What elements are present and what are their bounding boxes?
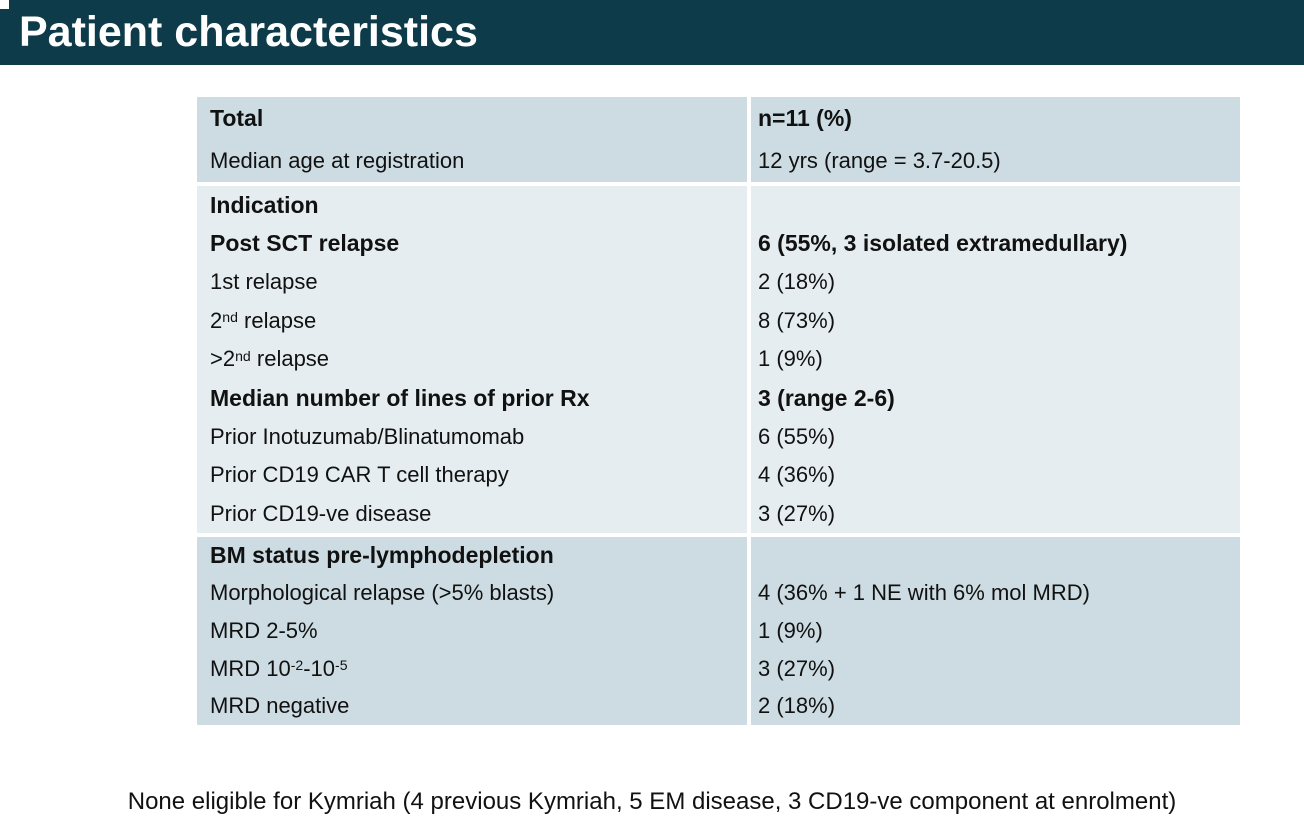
table-row: Indication xyxy=(197,186,1240,225)
row-value: 12 yrs (range = 3.7-20.5) xyxy=(758,147,1001,173)
table-row: MRD negative 2 (18%) xyxy=(197,687,1240,725)
corner-notch xyxy=(0,0,9,9)
row-label: Median number of lines of prior Rx xyxy=(210,384,590,411)
table-row: 2nd relapse 8 (73%) xyxy=(197,302,1240,341)
page-title: Patient characteristics xyxy=(19,8,478,56)
characteristics-table: Total n=11 (%) Median age at registration 1… xyxy=(197,97,1240,725)
table-row: Morphological relapse (>5% blasts) 4 (36%… xyxy=(197,575,1240,613)
row-label: Total xyxy=(210,104,264,131)
row-value: 3 (27%) xyxy=(758,655,836,681)
table-row: Median number of lines of prior Rx 3 (ran… xyxy=(197,379,1240,418)
row-label: Prior Inotuzumab/Blinatumomab xyxy=(210,423,525,449)
table-row: Prior Inotuzumab/Blinatumomab 6 (55%) xyxy=(197,417,1240,456)
row-value: 3 (27%) xyxy=(758,500,836,526)
row-label: Median age at registration xyxy=(210,147,465,173)
table-section: Total n=11 (%) Median age at registration 1… xyxy=(197,97,1240,182)
row-label: Prior CD19 CAR T cell therapy xyxy=(210,462,509,488)
row-label: MRD negative xyxy=(210,693,350,719)
row-label: BM status pre-lymphodepletion xyxy=(210,542,554,569)
table-section: BM status pre-lymphodepletion Morphologic… xyxy=(197,536,1240,725)
row-value: 2 (18%) xyxy=(758,269,836,295)
row-value: 4 (36% + 1 NE with 6% mol MRD) xyxy=(758,580,1090,606)
table-row: >2nd relapse 1 (9%) xyxy=(197,340,1240,379)
table-row: Median age at registration 12 yrs (range … xyxy=(197,140,1240,183)
table-row: 1st relapse 2 (18%) xyxy=(197,263,1240,302)
row-value: 6 (55%) xyxy=(758,423,836,449)
row-label: 2nd relapse xyxy=(210,307,317,333)
row-label: Post SCT relapse xyxy=(210,230,400,257)
column-divider xyxy=(747,97,751,725)
row-value: 1 (9%) xyxy=(758,346,823,372)
row-value: 1 (9%) xyxy=(758,617,823,643)
row-value: 4 (36%) xyxy=(758,462,836,488)
row-value: 8 (73%) xyxy=(758,307,836,333)
row-label: 1st relapse xyxy=(210,269,318,295)
row-value: 2 (18%) xyxy=(758,693,836,719)
row-label: Indication xyxy=(210,191,319,218)
row-label: MRD 10-2-10-5 xyxy=(210,655,348,681)
row-value: n=11 (%) xyxy=(758,104,852,131)
row-label: MRD 2-5% xyxy=(210,617,318,643)
title-bar: Patient characteristics xyxy=(0,0,1304,65)
row-value: 3 (range 2-6) xyxy=(758,384,895,411)
row-label: Prior CD19-ve disease xyxy=(210,500,432,526)
row-label: >2nd relapse xyxy=(210,346,330,372)
table-row: Total n=11 (%) xyxy=(197,97,1240,140)
row-value: 6 (55%, 3 isolated extramedullary) xyxy=(758,230,1128,257)
table-row: Post SCT relapse 6 (55%, 3 isolated extra… xyxy=(197,225,1240,264)
table-row: Prior CD19-ve disease 3 (27%) xyxy=(197,494,1240,533)
table-section: Indication Post SCT relapse 6 (55%, 3 isol… xyxy=(197,186,1240,533)
row-label: Morphological relapse (>5% blasts) xyxy=(210,580,555,606)
table-row: BM status pre-lymphodepletion xyxy=(197,537,1240,575)
table-row: MRD 2-5% 1 (9%) xyxy=(197,612,1240,650)
table-row: Prior CD19 CAR T cell therapy 4 (36%) xyxy=(197,456,1240,495)
footnote: None eligible for Kymriah (4 previous Ky… xyxy=(127,788,1177,815)
table-row: MRD 10-2-10-5 3 (27%) xyxy=(197,650,1240,688)
